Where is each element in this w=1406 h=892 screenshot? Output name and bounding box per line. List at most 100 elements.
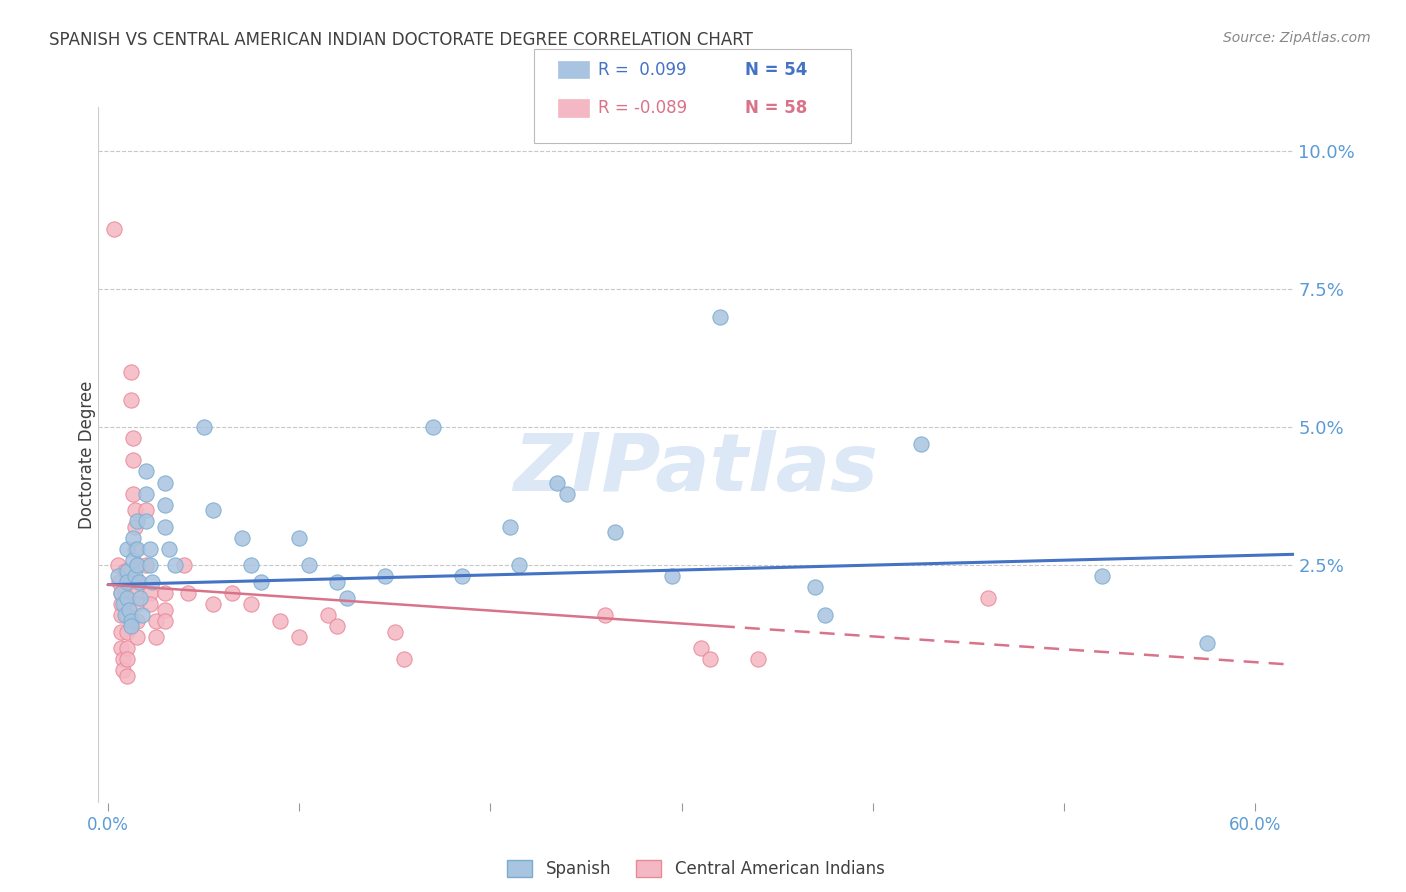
Point	[269, 614, 291, 628]
Point	[163, 558, 186, 573]
Point	[124, 569, 146, 583]
Point	[120, 392, 142, 407]
Text: R =  0.099: R = 0.099	[598, 61, 686, 78]
Point	[155, 498, 177, 512]
Point	[135, 486, 157, 500]
Point	[699, 652, 721, 666]
Point	[155, 602, 177, 616]
Point	[221, 586, 243, 600]
Text: N = 54: N = 54	[745, 61, 807, 78]
Point	[135, 503, 157, 517]
Point	[115, 641, 138, 656]
Point	[135, 514, 157, 528]
Point	[250, 574, 273, 589]
Point	[121, 486, 143, 500]
Point	[125, 614, 148, 628]
Legend: Spanish, Central American Indians: Spanish, Central American Indians	[501, 854, 891, 885]
Point	[125, 558, 148, 573]
Point	[110, 597, 132, 611]
Point	[125, 541, 148, 556]
Point	[326, 619, 349, 633]
Point	[110, 624, 132, 639]
Point	[747, 652, 769, 666]
Point	[316, 608, 339, 623]
Point	[288, 531, 311, 545]
Point	[121, 453, 143, 467]
Y-axis label: Doctorate Degree: Doctorate Degree	[79, 381, 96, 529]
Point	[125, 574, 148, 589]
Point	[125, 630, 148, 644]
Point	[139, 586, 162, 600]
Text: N = 58: N = 58	[745, 99, 807, 117]
Point	[155, 475, 177, 490]
Point	[139, 558, 162, 573]
Point	[110, 586, 132, 600]
Text: SPANISH VS CENTRAL AMERICAN INDIAN DOCTORATE DEGREE CORRELATION CHART: SPANISH VS CENTRAL AMERICAN INDIAN DOCTO…	[49, 31, 754, 49]
Text: R = -0.089: R = -0.089	[598, 99, 686, 117]
Point	[115, 541, 138, 556]
Point	[135, 558, 157, 573]
Text: Source: ZipAtlas.com: Source: ZipAtlas.com	[1223, 31, 1371, 45]
Point	[115, 608, 138, 623]
Point	[124, 503, 146, 517]
Point	[108, 574, 131, 589]
Point	[121, 553, 143, 567]
Point	[128, 574, 150, 589]
Point	[125, 597, 148, 611]
Point	[125, 558, 148, 573]
Point	[384, 624, 406, 639]
Point	[115, 669, 138, 683]
Point	[661, 569, 683, 583]
Point	[114, 564, 136, 578]
Point	[135, 465, 157, 479]
Point	[155, 614, 177, 628]
Point	[141, 574, 163, 589]
Point	[121, 431, 143, 445]
Point	[804, 581, 827, 595]
Point	[115, 591, 138, 606]
Point	[394, 652, 416, 666]
Point	[139, 541, 162, 556]
Text: ZIPatlas: ZIPatlas	[513, 430, 879, 508]
Point	[450, 569, 472, 583]
Point	[814, 608, 837, 623]
Point	[107, 558, 129, 573]
Point	[326, 574, 349, 589]
Point	[112, 663, 135, 677]
Point	[202, 503, 225, 517]
Point	[157, 541, 180, 556]
Point	[173, 558, 195, 573]
Point	[121, 531, 143, 545]
Point	[139, 597, 162, 611]
Point	[110, 608, 132, 623]
Point	[555, 486, 578, 500]
Point	[114, 608, 136, 623]
Point	[125, 514, 148, 528]
Point	[145, 630, 167, 644]
Point	[118, 602, 141, 616]
Point	[103, 221, 125, 235]
Point	[124, 519, 146, 533]
Point	[114, 597, 136, 611]
Point	[593, 608, 616, 623]
Point	[115, 564, 138, 578]
Point	[689, 641, 711, 656]
Point	[1091, 569, 1114, 583]
Point	[546, 475, 568, 490]
Point	[120, 614, 142, 628]
Point	[120, 365, 142, 379]
Point	[112, 597, 135, 611]
Point	[240, 558, 263, 573]
Point	[177, 586, 200, 600]
Point	[115, 574, 138, 589]
Point	[709, 310, 731, 324]
Point	[115, 652, 138, 666]
Point	[240, 597, 263, 611]
Point	[145, 614, 167, 628]
Point	[976, 591, 998, 606]
Point	[110, 586, 132, 600]
Point	[112, 652, 135, 666]
Point	[422, 420, 444, 434]
Point	[155, 519, 177, 533]
Point	[120, 619, 142, 633]
